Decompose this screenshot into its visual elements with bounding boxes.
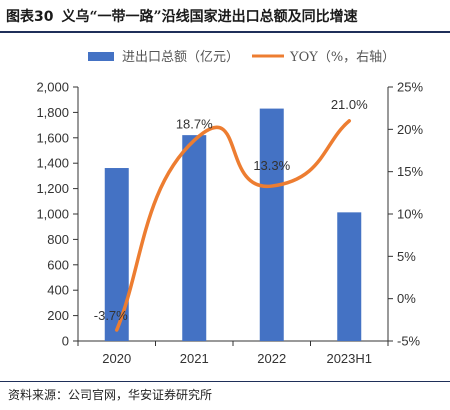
y-left-tick-label: 1,000 xyxy=(36,207,69,222)
y-left-tick-label: 2,000 xyxy=(36,80,69,95)
x-tick-label: 2023H1 xyxy=(326,351,372,366)
figure-number: 图表30 xyxy=(6,9,54,25)
bar-2021 xyxy=(182,135,207,341)
axes: 0 200 400 600 800 1,000 1,200 1,400 1,600 1,800 2,… xyxy=(36,80,423,367)
y-right-tick-label: 5% xyxy=(397,249,416,264)
yoy-label-2022: 13.3% xyxy=(253,158,290,173)
y-right-tick-label: 25% xyxy=(397,80,423,95)
top-rule xyxy=(0,31,450,33)
yoy-line xyxy=(115,119,351,332)
y-left-tick-label: 1,600 xyxy=(36,130,69,145)
y-left-tick-label: 400 xyxy=(47,283,69,298)
y-right-tick-label: 20% xyxy=(397,122,423,137)
y-right-tick-label: 10% xyxy=(397,207,423,222)
y-left-tick-label: 600 xyxy=(47,257,69,272)
x-tick-label: 2022 xyxy=(257,351,286,366)
x-tick-label: 2021 xyxy=(180,351,209,366)
x-tick-label: 2020 xyxy=(102,351,131,366)
y-left-tick-label: 1,200 xyxy=(36,181,69,196)
y-right-tick-label: -5% xyxy=(397,334,421,349)
legend-swatch-bar xyxy=(88,52,114,61)
yoy-label-2021: 18.7% xyxy=(176,116,213,131)
figure-title: 义乌“一带一路”沿线国家进出口总额及同比增速 xyxy=(61,9,358,25)
yoy-label-2020: -3.7% xyxy=(94,308,128,323)
bar-2022 xyxy=(259,108,284,341)
source-note: 资料来源：公司官网，华安证券研究所 xyxy=(8,388,213,402)
y-left-tick-label: 1,400 xyxy=(36,156,69,171)
legend: 进出口总额（亿元） YOY（%，右轴） xyxy=(88,50,395,65)
y-left-tick-label: 1,800 xyxy=(36,105,69,120)
y-right-tick-label: 15% xyxy=(397,164,423,179)
data-labels: -3.7% 18.7% 13.3% 21.0% xyxy=(94,97,368,323)
yoy-label-2023H1: 21.0% xyxy=(331,97,368,112)
y-right-tick-label: 0% xyxy=(397,291,416,306)
y-left-tick-label: 0 xyxy=(62,334,69,349)
bar-2023H1 xyxy=(337,212,362,341)
bottom-rule xyxy=(0,381,450,382)
legend-label-line: YOY（%，右轴） xyxy=(289,50,395,65)
legend-label-bar: 进出口总额（亿元） xyxy=(122,50,239,65)
y-left-tick-label: 200 xyxy=(47,308,69,323)
line-series xyxy=(115,119,351,332)
y-left-tick-label: 800 xyxy=(47,232,69,247)
figure-header: 图表30 义乌“一带一路”沿线国家进出口总额及同比增速 xyxy=(6,4,446,28)
